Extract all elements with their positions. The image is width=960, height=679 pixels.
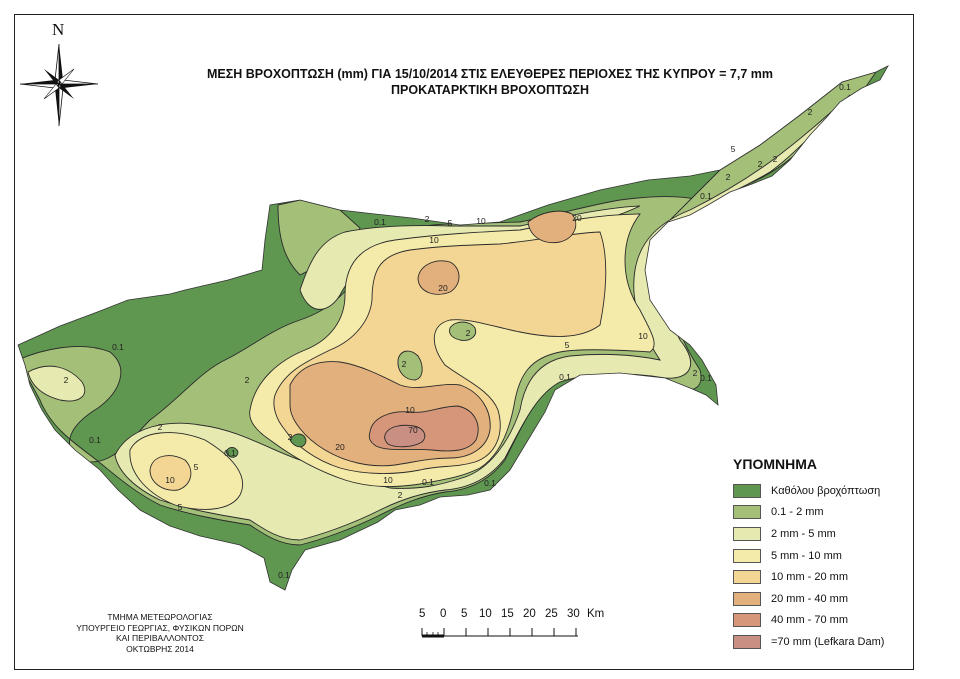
scale-label: 10 xyxy=(479,608,492,620)
contour-label: 2 xyxy=(64,375,69,385)
legend-label: 2 mm - 5 mm xyxy=(771,527,836,540)
scale-label: 20 xyxy=(523,608,536,620)
legend-swatch xyxy=(733,548,761,563)
contour-label: 5 xyxy=(448,218,453,228)
contour-label: 2 xyxy=(466,328,471,338)
legend-swatch xyxy=(733,483,761,498)
contour-label: 5 xyxy=(178,502,183,512)
contour-label: 0.1 xyxy=(559,372,571,382)
contour-label: 0.1 xyxy=(112,342,124,352)
legend-title: ΥΠΟΜΝΗΜΑ xyxy=(733,456,817,472)
zone-none-enclave-center xyxy=(225,433,307,458)
contour-label: 10 xyxy=(638,331,648,341)
legend-label: =70 mm (Lefkara Dam) xyxy=(771,635,885,648)
contour-label: 10 xyxy=(476,216,486,226)
legend-swatch xyxy=(733,591,761,606)
credit-block: ΤΜΗΜΑ ΜΕΤΕΩΡΟΛΟΓΙΑΣ ΥΠΟΥΡΓΕΙΟ ΓΕΩΡΓΙΑΣ, … xyxy=(40,612,280,654)
contour-label: 20 xyxy=(335,442,345,452)
contour-label: 2 xyxy=(773,154,778,164)
legend-label: 5 mm - 10 mm xyxy=(771,549,842,562)
contour-label: 0.1 xyxy=(422,477,434,487)
contour-label: 2 xyxy=(245,375,250,385)
contour-label: 5 xyxy=(194,462,199,472)
contour-label: 10 xyxy=(165,475,175,485)
contour-label: 0.1 xyxy=(278,570,290,580)
scale-bar: 5 0 5 10 15 20 25 30 Km xyxy=(410,608,610,638)
scale-label: 15 xyxy=(501,608,514,620)
contour-label: 5 xyxy=(565,340,570,350)
legend-label: 10 mm - 20 mm xyxy=(771,571,849,584)
contour-label: 0.1 xyxy=(224,448,236,458)
contour-label: 2 xyxy=(288,432,293,442)
zone-0.1-2mm-enclave-north xyxy=(449,321,477,341)
contour-label: 0.1 xyxy=(374,217,386,227)
contour-label: 2 xyxy=(758,159,763,169)
credit-line: ΚΑΙ ΠΕΡΙΒΑΛΛΟΝΤΟΣ xyxy=(115,633,205,643)
contour-label: 2 xyxy=(693,368,698,378)
contour-label: 2 xyxy=(398,490,403,500)
scale-label: 0 xyxy=(440,608,447,620)
north-arrow-icon xyxy=(19,43,99,127)
map-subtitle: ΠΡΟΚΑΤΑΡΚΤΙΚΗ ΒΡΟΧΟΠΤΩΣΗ xyxy=(391,83,589,97)
contour-label: 10 xyxy=(383,475,393,485)
scale-label: 5 xyxy=(461,608,468,620)
zone-0.1-2mm-enclave-center xyxy=(397,350,423,381)
legend: ΥΠΟΜΝΗΜΑ Καθόλου βροχόπτωση 0.1 - 2 mm 2… xyxy=(733,456,913,653)
island-coastline xyxy=(17,65,890,591)
contour-label: 20 xyxy=(572,213,582,223)
zone-20-40mm-north xyxy=(417,260,460,295)
contour-label: 0.1 xyxy=(484,478,496,488)
zone-10-20mm xyxy=(149,231,607,491)
legend-swatch xyxy=(733,570,761,585)
contour-label: 2 xyxy=(726,172,731,182)
scale-unit: Km xyxy=(587,608,605,620)
legend-item: 10 mm - 20 mm xyxy=(733,566,913,588)
map-title: ΜΕΣΗ ΒΡΟΧΟΠΤΩΣΗ (mm) ΓΙΑ 15/10/2014 ΣΤΙΣ… xyxy=(206,67,774,81)
legend-item: 20 mm - 40 mm xyxy=(733,588,913,610)
contour-label: 2 xyxy=(808,107,813,117)
contour-label: 5 xyxy=(731,144,736,154)
scale-label: 5 xyxy=(419,608,426,620)
contour-label: 0.1 xyxy=(839,82,851,92)
zone-70mm-lefkara-dam xyxy=(384,424,426,448)
contour-label: 0.1 xyxy=(700,373,712,383)
legend-swatch xyxy=(733,634,761,649)
legend-item: 40 mm - 70 mm xyxy=(733,610,913,632)
legend-label: 0.1 - 2 mm xyxy=(771,506,824,519)
legend-label: Καθόλου βροχόπτωση xyxy=(771,484,881,497)
legend-item: =70 mm (Lefkara Dam) xyxy=(733,631,913,653)
legend-item: 5 mm - 10 mm xyxy=(733,545,913,567)
contour-label: 0.1 xyxy=(89,435,101,445)
legend-item: 2 mm - 5 mm xyxy=(733,523,913,545)
contour-label: 2 xyxy=(158,422,163,432)
legend-item: Καθόλου βροχόπτωση xyxy=(733,480,913,502)
contour-label: 20 xyxy=(438,283,448,293)
scale-label: 30 xyxy=(567,608,580,620)
legend-swatch xyxy=(733,505,761,520)
north-label: N xyxy=(52,20,65,39)
legend-item: 0.1 - 2 mm xyxy=(733,502,913,524)
credit-line: ΤΜΗΜΑ ΜΕΤΕΩΡΟΛΟΓΙΑΣ xyxy=(107,612,213,622)
scale-label: 25 xyxy=(545,608,558,620)
contour-label: 2 xyxy=(402,359,407,369)
contour-label: 2 xyxy=(425,214,430,224)
legend-label: 40 mm - 70 mm xyxy=(771,614,849,627)
legend-label: 20 mm - 40 mm xyxy=(771,592,849,605)
credit-line: ΥΠΟΥΡΓΕΙΟ ΓΕΩΡΓΙΑΣ, ΦΥΣΙΚΩΝ ΠΟΡΩΝ xyxy=(76,622,244,633)
legend-swatch xyxy=(733,613,761,628)
credit-line: ΟΚΤΩΒΡΗΣ 2014 xyxy=(126,643,194,654)
legend-swatch xyxy=(733,526,761,541)
contour-label: 10 xyxy=(429,235,439,245)
zone-20-40mm-northeast xyxy=(527,210,577,244)
contour-label: 10 xyxy=(405,405,415,415)
contour-label: 70 xyxy=(408,425,418,435)
map-frame xyxy=(14,14,914,670)
contour-label: 0.1 xyxy=(700,191,712,201)
scale-ticks xyxy=(421,628,578,638)
